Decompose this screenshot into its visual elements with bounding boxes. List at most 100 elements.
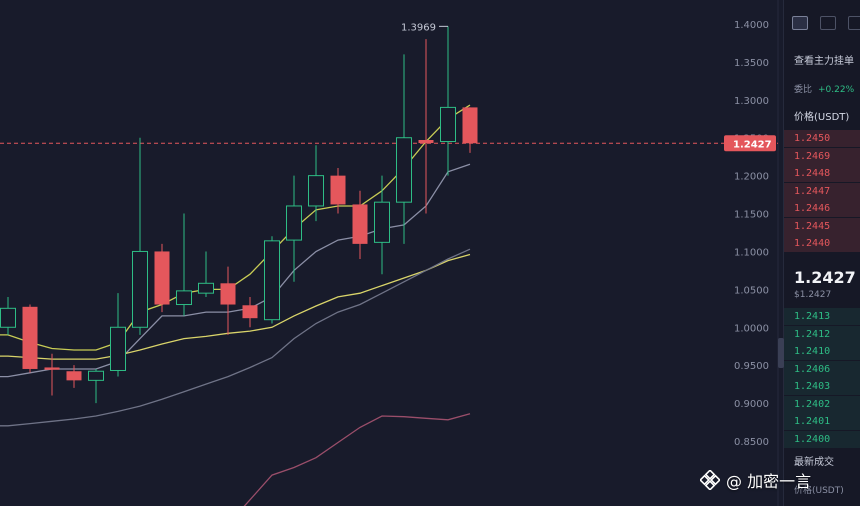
candle	[440, 26, 456, 176]
y-tick-label: 1.2000	[734, 172, 769, 183]
candle-body	[286, 205, 302, 241]
candle	[330, 168, 346, 214]
orderbook-list-icon[interactable]	[820, 16, 836, 30]
ask-row[interactable]: 1.2450	[784, 130, 860, 147]
ratio-value: +0.22%	[818, 85, 855, 95]
candle	[352, 190, 368, 260]
y-tick-label: 1.3500	[734, 58, 769, 69]
candle	[462, 107, 478, 153]
y-tick-label: 0.9500	[734, 361, 769, 372]
candle	[242, 296, 258, 328]
candle	[66, 365, 82, 388]
candle-body	[220, 283, 236, 305]
y-axis: 0.8500 0.9000 0.9500 1.0000 1.0500 1.1000 1.15…	[734, 20, 769, 448]
candle	[110, 293, 126, 377]
latest-trades-tab[interactable]: 最新成交	[794, 457, 834, 468]
watermark: @ 加密一言	[699, 466, 812, 494]
ratio-label: 委比	[794, 85, 813, 95]
candle	[132, 137, 148, 335]
candle-body	[264, 240, 280, 321]
candle-body	[418, 140, 434, 144]
y-tick-label: 0.8500	[734, 437, 769, 448]
bid-row[interactable]: 1.2401	[784, 413, 860, 430]
binance-logo-icon	[699, 469, 721, 491]
y-tick-label: 1.4000	[734, 20, 769, 31]
watermark-text: @ 加密一言	[726, 472, 812, 491]
current-price-tag: 1.2427	[724, 135, 776, 152]
candles	[0, 26, 478, 404]
y-tick-label: 1.1500	[734, 210, 769, 221]
orderbook-bids-icon[interactable]	[848, 16, 860, 30]
ask-row[interactable]: 1.2448	[784, 165, 860, 182]
y-tick-label: 1.0500	[734, 285, 769, 296]
bid-row[interactable]: 1.2412	[784, 325, 860, 343]
price-column-header: 价格(USDT)	[794, 112, 850, 123]
candle	[88, 368, 104, 404]
candle	[220, 266, 236, 335]
y-tick-label: 1.3000	[734, 96, 769, 107]
ask-row[interactable]: 1.2440	[784, 235, 860, 252]
moving-average-line	[0, 253, 471, 360]
candle	[286, 175, 302, 282]
candle-body	[66, 371, 82, 381]
peak-label: 1.3969	[401, 22, 436, 33]
ask-row[interactable]: 1.2469	[784, 147, 860, 165]
y-tick-label: 1.1000	[734, 247, 769, 258]
candle-body	[0, 307, 16, 328]
bid-ask-ratio: 委比 +0.22%	[794, 82, 854, 95]
ask-row[interactable]: 1.2445	[784, 217, 860, 235]
orderbook-both-icon[interactable]	[792, 16, 808, 30]
candle-body	[440, 106, 456, 143]
candle-body	[44, 367, 60, 370]
y-tick-label: 1.0000	[734, 323, 769, 334]
bid-row[interactable]: 1.2403	[784, 378, 860, 395]
candle-body	[132, 250, 148, 328]
candle-body	[352, 204, 368, 244]
candle-body	[22, 306, 38, 369]
bid-row[interactable]: 1.2400	[784, 430, 860, 448]
last-price-usd: $1.2427	[794, 290, 832, 300]
major-orders-link[interactable]: 查看主力挂单	[794, 56, 854, 67]
view-toggle-group	[792, 16, 860, 30]
candle	[396, 54, 412, 244]
order-book-panel: 查看主力挂单 委比 +0.22% 价格(USDT) 1.2450 1.2469 1.2…	[778, 0, 860, 506]
candle-body	[242, 305, 258, 319]
candle-body	[110, 326, 126, 371]
candle	[264, 236, 280, 324]
candle-body	[308, 175, 324, 207]
candle	[308, 145, 324, 222]
candle	[154, 243, 170, 313]
moving-average-line	[0, 248, 471, 427]
candle	[176, 213, 192, 316]
ask-row[interactable]: 1.2446	[784, 200, 860, 217]
indicator-line	[243, 413, 471, 506]
candle-body	[176, 290, 192, 306]
trades-price-header: 价格(USDT)	[794, 486, 844, 496]
y-tick-label: 0.9000	[734, 399, 769, 410]
current-price-tag-bg	[724, 135, 776, 152]
candle-body	[88, 370, 104, 381]
bid-row[interactable]: 1.2402	[784, 395, 860, 413]
candle-body	[462, 107, 478, 144]
peak-annotation: 1.3969	[401, 22, 448, 33]
candle	[198, 251, 214, 297]
candle	[44, 353, 60, 396]
candle-body	[330, 175, 346, 205]
bid-row[interactable]: 1.2410	[784, 343, 860, 360]
last-price: 1.2427	[794, 268, 856, 287]
ask-row[interactable]: 1.2447	[784, 182, 860, 200]
candle	[0, 296, 16, 335]
candle	[374, 175, 390, 275]
indicator-series-line	[243, 413, 471, 506]
current-price-label: 1.2427	[733, 139, 772, 150]
candle	[22, 304, 38, 373]
panel-resize-handle[interactable]	[778, 338, 784, 368]
candle-body	[396, 137, 412, 203]
bid-row[interactable]: 1.2406	[784, 360, 860, 378]
candle-body	[374, 201, 390, 243]
bid-row[interactable]: 1.2413	[784, 308, 860, 325]
candle	[418, 39, 434, 214]
candle-body	[198, 282, 214, 294]
candle-body	[154, 251, 170, 305]
